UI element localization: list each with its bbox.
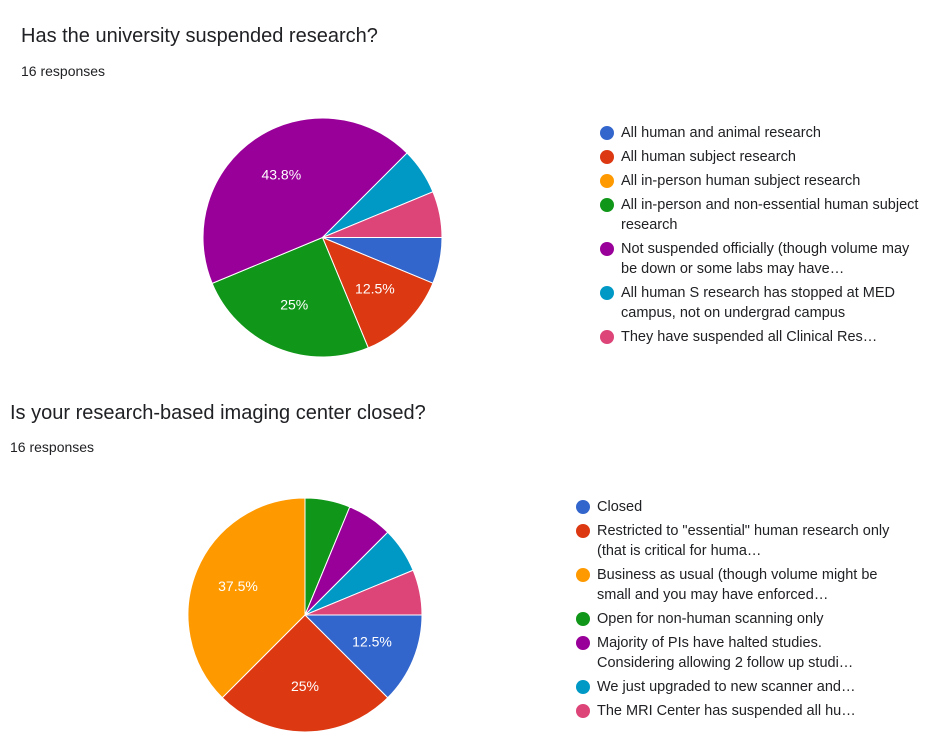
legend-item[interactable]: All human subject research [600,147,920,167]
question-title: Has the university suspended research? [21,25,378,47]
response-count: 16 responses [21,63,106,79]
pie-slice[interactable] [303,614,423,699]
pie-slice[interactable] [202,117,408,285]
legend-label: All human S research has stopped at MED … [621,285,896,321]
legend-item[interactable]: Not suspended officially (though volume … [600,239,920,279]
legend-label: Closed [597,499,643,515]
legend-item[interactable]: All in-person and non-essential human su… [600,195,920,235]
pie-chart: 12.5% 25% 37.5% [187,497,423,733]
legend-swatch-icon [576,524,590,538]
legend-label: We just upgraded to new scanner and… [597,679,856,695]
slice-percent-label: 12.5% [352,633,392,649]
legend-label: All in-person and non-essential human su… [621,197,919,233]
slice-percent-label: 12.5% [355,281,395,297]
legend-swatch-icon [600,126,614,140]
legend-label: The MRI Center has suspended all hu… [597,703,856,719]
legend: Closed Restricted to "essential" human re… [576,497,896,725]
slice-percent-label: 43.8% [261,167,301,183]
pie-slice[interactable] [321,236,434,349]
legend-item[interactable]: The MRI Center has suspended all hu… [576,701,896,721]
legend-swatch-icon [576,704,590,718]
legend-swatch-icon [576,636,590,650]
legend-swatch-icon [600,150,614,164]
legend-item[interactable]: Open for non-human scanning only [576,609,896,629]
legend-label: Open for non-human scanning only [597,611,824,627]
legend-label: Majority of PIs have halted studies. Con… [597,635,854,671]
legend-label: Not suspended officially (though volume … [621,241,910,277]
pie-chart: 12.5% 25% 43.8% [202,117,443,358]
legend-swatch-icon [576,568,590,582]
pie-slice[interactable] [187,497,306,699]
legend-item[interactable]: We just upgraded to new scanner and… [576,677,896,697]
legend-label: All in-person human subject research [621,173,861,189]
legend-item[interactable]: All human S research has stopped at MED … [600,283,920,323]
legend-swatch-icon [576,612,590,626]
legend-label: They have suspended all Clinical Res… [621,329,878,345]
slice-percent-label: 37.5% [218,578,258,594]
pie-slice[interactable] [322,191,443,238]
legend-item[interactable]: They have suspended all Clinical Res… [600,327,920,347]
slice-percent-label: 25% [280,297,308,313]
chart-block-imaging-center-closed: Is your research-based imaging center cl… [0,385,928,754]
legend-swatch-icon [600,242,614,256]
legend: All human and animal research All human s… [600,123,920,351]
legend-item[interactable]: Closed [576,497,896,517]
chart-block-university-suspended: Has the university suspended research? 1… [21,25,920,358]
pie-slice[interactable] [221,614,389,733]
legend-swatch-icon [576,500,590,514]
legend-item[interactable]: All human and animal research [600,123,920,143]
legend-swatch-icon [600,198,614,212]
question-title: Is your research-based imaging center cl… [10,402,426,424]
legend-item[interactable]: Business as usual (though volume might b… [576,565,896,605]
legend-label: Business as usual (though volume might b… [597,567,878,603]
slice-percent-label: 25% [291,678,319,694]
legend-item[interactable]: Restricted to "essential" human research… [576,521,896,561]
legend-label: All human and animal research [621,125,821,141]
legend-swatch-icon [600,330,614,344]
legend-label: Restricted to "essential" human research… [597,523,890,559]
legend-item[interactable]: Majority of PIs have halted studies. Con… [576,633,896,673]
legend-label: All human subject research [621,149,796,165]
legend-swatch-icon [576,680,590,694]
response-count: 16 responses [10,439,95,455]
legend-swatch-icon [600,286,614,300]
legend-swatch-icon [600,174,614,188]
legend-item[interactable]: All in-person human subject research [600,171,920,191]
pie-slice[interactable] [304,569,423,616]
